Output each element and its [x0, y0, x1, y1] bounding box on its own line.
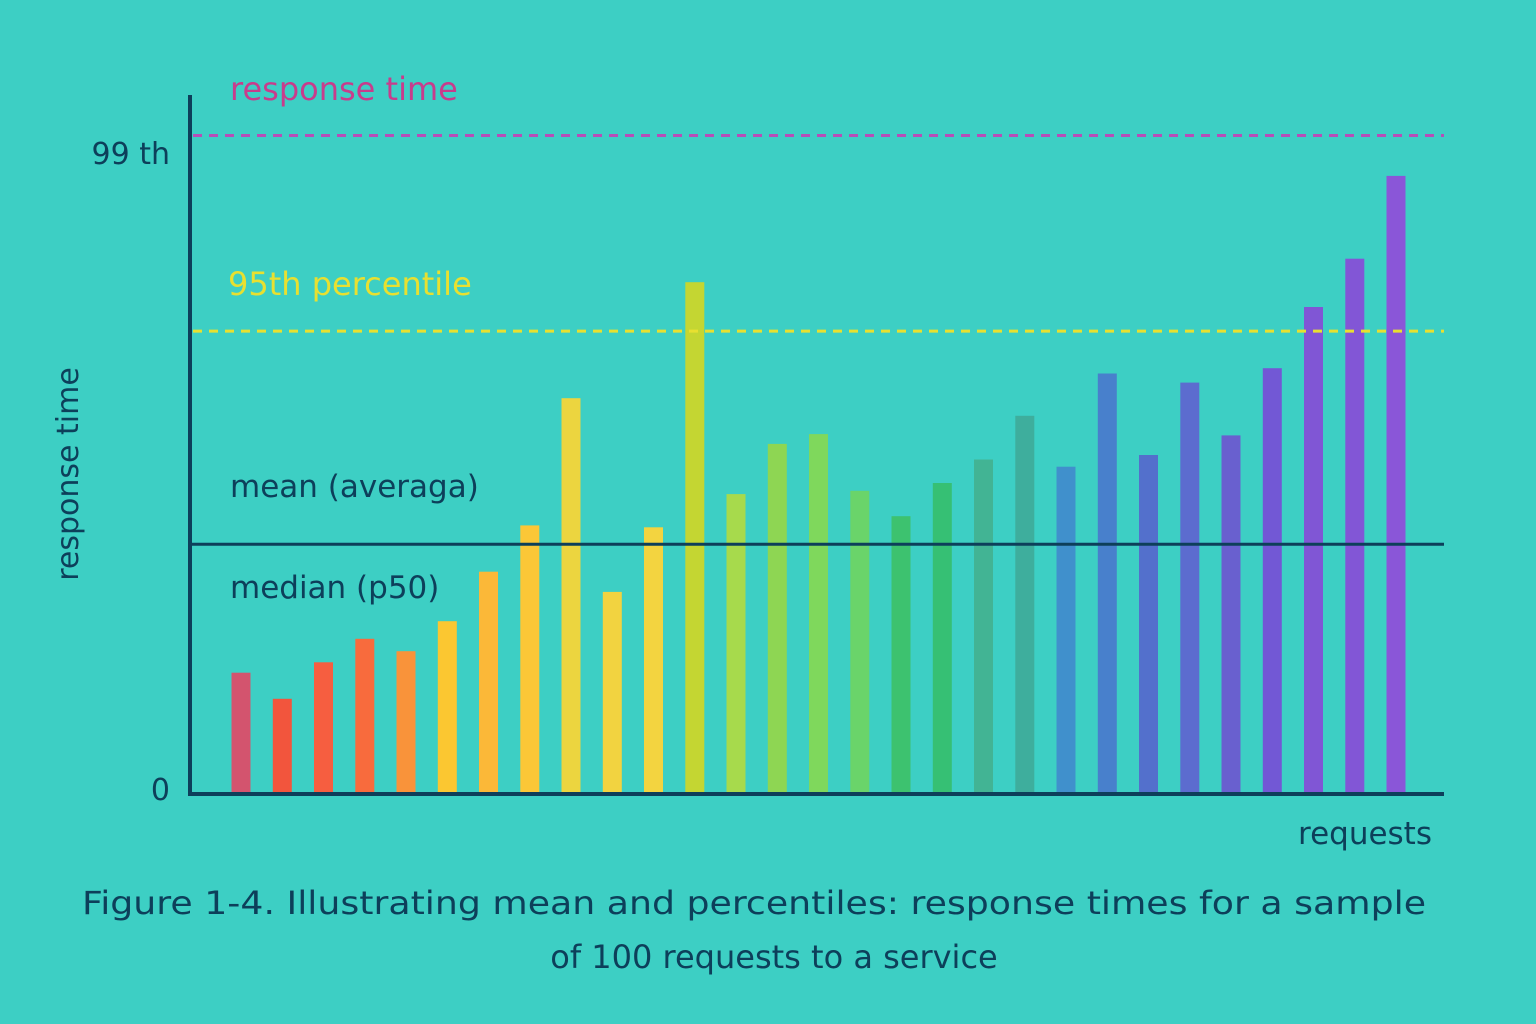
- bar-9: [561, 398, 581, 794]
- reference-label-response-time: response time: [230, 70, 458, 108]
- bar-2: [272, 698, 292, 794]
- bar-20: [1015, 415, 1035, 794]
- reference-label-95th: 95th percentile: [228, 265, 472, 303]
- y-tick-top: 99 th: [92, 137, 171, 172]
- bar-5: [396, 651, 416, 794]
- bar-14: [767, 443, 787, 794]
- bar-27: [1304, 307, 1323, 794]
- bar-24: [1180, 382, 1200, 794]
- bar-18: [932, 483, 952, 794]
- bar-19: [974, 459, 993, 794]
- bar-28: [1345, 258, 1365, 794]
- bar-17: [891, 516, 911, 794]
- bar-25: [1221, 435, 1241, 794]
- bar-8: [520, 525, 540, 794]
- bar-6: [437, 621, 457, 794]
- reference-lines-group: [190, 134, 1444, 546]
- bar-10: [602, 591, 622, 794]
- median-label: median (p50): [230, 570, 439, 606]
- bar-23: [1139, 455, 1158, 794]
- bar-3: [314, 662, 333, 794]
- y-axis-label: response time: [51, 367, 86, 581]
- y-tick-zero: 0: [151, 773, 170, 808]
- bar-12: [685, 282, 705, 794]
- bar-22: [1097, 373, 1117, 794]
- bar-26: [1262, 368, 1282, 794]
- caption-line-1: Figure 1-4. Illustrating mean and percen…: [82, 884, 1426, 922]
- bars-group: [231, 175, 1406, 794]
- bar-4: [355, 638, 375, 794]
- bar-13: [726, 494, 746, 794]
- bar-1: [231, 672, 251, 794]
- bar-29: [1386, 175, 1406, 794]
- bar-11: [644, 527, 663, 794]
- x-axis-label: requests: [1298, 816, 1432, 852]
- bar-7: [479, 571, 498, 794]
- reference-label-mean: mean (averaga): [230, 469, 479, 505]
- bar-15: [809, 434, 828, 794]
- bar-21: [1056, 466, 1076, 794]
- caption-line-2: of 100 requests to a service: [550, 938, 997, 976]
- bar-16: [850, 490, 870, 794]
